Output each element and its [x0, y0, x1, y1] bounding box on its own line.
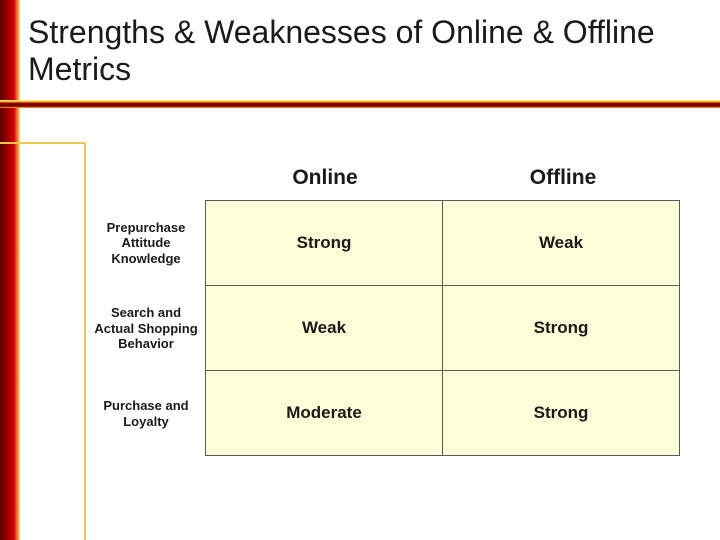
table-row: Purchase and Loyalty Moderate Strong	[86, 371, 692, 456]
cell-r2-online: Moderate	[205, 370, 443, 456]
cell-r1-offline: Strong	[442, 285, 680, 371]
row-label-search: Search and Actual Shopping Behavior	[86, 286, 206, 371]
col-header-online: Online	[206, 160, 444, 200]
table-row: Search and Actual Shopping Behavior Weak…	[86, 286, 692, 371]
accent-line-horizontal	[0, 142, 84, 144]
column-headers: Online Offline	[206, 160, 692, 200]
slide-title: Strengths & Weaknesses of Online & Offli…	[28, 14, 700, 88]
title-block: Strengths & Weaknesses of Online & Offli…	[28, 14, 700, 88]
row-label-prepurchase: Prepurchase Attitude Knowledge	[86, 200, 206, 286]
comparison-matrix: Online Offline Prepurchase Attitude Know…	[86, 160, 692, 456]
cell-r0-offline: Weak	[442, 200, 680, 286]
cell-r0-online: Strong	[205, 200, 443, 286]
grid: Prepurchase Attitude Knowledge Strong We…	[86, 200, 692, 456]
cell-r2-offline: Strong	[442, 370, 680, 456]
left-decorative-band	[0, 0, 20, 540]
title-underline	[0, 100, 720, 108]
row-label-purchase: Purchase and Loyalty	[86, 371, 206, 456]
col-header-offline: Offline	[444, 160, 682, 200]
cell-r1-online: Weak	[205, 285, 443, 371]
table-row: Prepurchase Attitude Knowledge Strong We…	[86, 200, 692, 286]
